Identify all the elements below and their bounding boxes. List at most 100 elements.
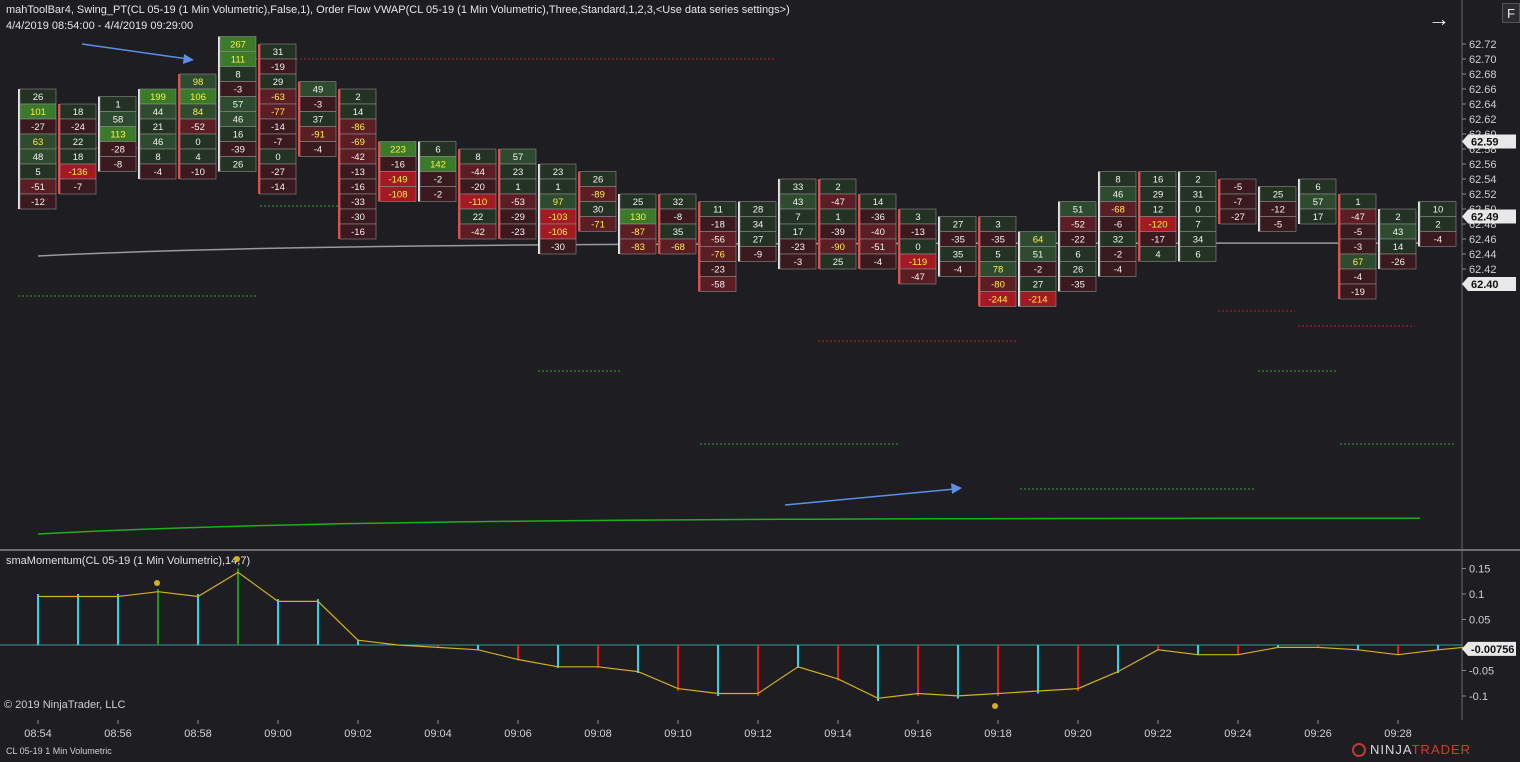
footprint-cell-value: 5 [35, 167, 40, 178]
footprint-cell-value: -110 [469, 197, 487, 208]
footprint-cell-value: 34 [1193, 235, 1204, 246]
footprint-cell-value: 25 [833, 257, 844, 268]
footprint-cell-value: 113 [110, 130, 125, 141]
footprint-cell-value: -40 [871, 227, 885, 238]
footprint-cell [379, 186, 417, 202]
momentum-tick-label: 0.15 [1469, 564, 1490, 576]
footprint-bar[interactable]: 57 23 1 -53 -29 -23 [498, 148, 537, 240]
footprint-bar[interactable]: 6 142 -2 -2 [418, 141, 457, 202]
footprint-bar[interactable]: 2 31 0 7 34 6 [1178, 171, 1217, 262]
bar-candle-body [618, 194, 621, 254]
f-button[interactable]: F [1502, 3, 1520, 23]
footprint-cell-value: -10 [191, 167, 205, 178]
footprint-bar[interactable]: 14 -36 -40 -51 -4 [858, 193, 897, 270]
footprint-bar[interactable]: 199 44 21 46 8 -4 [138, 88, 177, 180]
footprint-bar[interactable]: 2 -47 1 -39 -90 25 [818, 178, 857, 270]
bar-candle-body [538, 164, 541, 254]
footprint-cell [59, 178, 97, 195]
footprint-cell-value: -89 [591, 190, 605, 201]
footprint-cell-value: -106 [548, 227, 567, 238]
footprint-bar[interactable]: 27 -35 35 -4 [938, 216, 977, 277]
time-tick-label: 08:54 [24, 728, 52, 740]
footprint-cell-value: 33 [793, 182, 804, 193]
footprint-cell-value: 43 [793, 197, 804, 208]
footprint-bar[interactable]: 3 -35 5 78 -80 -244 [978, 216, 1017, 307]
footprint-cell-value: -47 [831, 197, 845, 208]
footprint-cell-value: 1 [555, 182, 560, 193]
footprint-cell-value: -19 [271, 62, 285, 73]
arrow-right-icon[interactable]: → [1428, 6, 1450, 31]
footprint-bar[interactable]: 16 29 12 -120 -17 4 [1138, 171, 1177, 262]
footprint-bar[interactable]: 10 2 -4 [1418, 201, 1457, 247]
footprint-cell-value: -51 [31, 182, 45, 193]
footprint-cell-value: -35 [991, 235, 1005, 246]
footprint-cell-value: 0 [195, 137, 200, 148]
footprint-cell-value: 6 [1075, 250, 1080, 261]
footprint-bar[interactable]: 64 51 -2 27 -214 [1018, 231, 1057, 307]
indicator-list-header: mahToolBar4, Swing_PT(CL 05-19 (1 Min Vo… [6, 4, 790, 16]
footprint-bar[interactable]: 2 43 14 -26 [1378, 208, 1417, 270]
footprint-bar[interactable]: -5 -7 -27 [1218, 178, 1257, 225]
footprint-cell-value: -14 [271, 182, 285, 193]
footprint-bar[interactable]: 3 -13 0 -119 -47 [898, 208, 937, 285]
footprint-cell-value: -80 [991, 280, 1005, 291]
time-tick-label: 09:18 [984, 728, 1012, 740]
time-tick-label: 09:26 [1304, 728, 1332, 740]
footprint-bar[interactable]: 49 -3 37 -91 -4 [298, 81, 337, 157]
footprint-cell-value: -27 [1231, 212, 1245, 223]
footprint-cell-value: -4 [874, 257, 882, 268]
footprint-cell-value: 32 [673, 197, 684, 208]
footprint-bar[interactable]: 33 43 7 17 -23 -3 [778, 178, 817, 270]
footprint-cell-value: -69 [351, 137, 365, 148]
logo-icon [1352, 743, 1366, 757]
annotation-arrow-top [81, 43, 189, 60]
footprint-bar[interactable]: 8 46 -68 -6 32 -2 -4 [1098, 171, 1137, 277]
bar-candle-body [98, 96, 101, 172]
footprint-bar[interactable]: 1 58 113 -28 -8 [98, 96, 137, 172]
footprint-cell-value: -23 [511, 227, 525, 238]
footprint-cell-value: 4 [1155, 250, 1160, 261]
bar-candle-body [58, 104, 61, 194]
footprint-cell-value: -23 [711, 265, 725, 276]
footprint-bar[interactable]: 32 -8 35 -68 [658, 193, 697, 255]
footprint-cell-value: -42 [351, 152, 365, 163]
footprint-bar[interactable]: 2 14 -86 -69 -42 -13 -16 -33 -30 -16 [338, 88, 377, 240]
time-tick-label: 09:00 [264, 728, 292, 740]
bar-candle-body [298, 81, 301, 157]
bar-candle-body [1298, 179, 1301, 224]
footprint-bar[interactable]: 6 57 17 [1298, 178, 1337, 225]
footprint-cell-value: -56 [711, 235, 725, 246]
footprint-bar[interactable]: 223 -16 -149 -108 [378, 141, 417, 202]
time-tick-label: 09:10 [664, 728, 692, 740]
footprint-cell-value: -77 [271, 107, 285, 118]
footprint-cell-value: -68 [671, 242, 685, 253]
footprint-cell-value: 22 [473, 212, 484, 223]
footprint-cell-value: 64 [1033, 235, 1044, 246]
time-tick-label: 08:56 [104, 728, 132, 740]
footprint-bar[interactable]: 267 111 8 -3 57 46 16 -39 26 [218, 36, 257, 172]
footprint-bar[interactable]: 51 -52 -22 6 26 -35 [1058, 201, 1097, 292]
footprint-bar[interactable]: 1 -47 -5 -3 67 -4 -19 [1338, 193, 1377, 300]
footprint-cell-value: -33 [351, 197, 365, 208]
footprint-bar[interactable]: 18 -24 22 18 -136 -7 [58, 103, 97, 195]
footprint-bar[interactable]: 25 -12 -5 [1258, 186, 1297, 232]
footprint-cell-value: 1 [1355, 197, 1360, 208]
footprint-cell-value: -3 [1354, 242, 1362, 253]
footprint-bar[interactable]: 26 101 -27 63 48 5 -51 -12 [18, 88, 57, 210]
footprint-cell-value: 223 [390, 145, 406, 156]
bar-candle-body [138, 89, 141, 179]
lower-band-line [37, 517, 1420, 535]
footprint-cell [19, 193, 57, 210]
footprint-bar[interactable]: 31 -19 29 -63 -77 -14 -7 0 -27 -14 [258, 43, 297, 195]
footprint-bar[interactable]: 11 -18 -56 -76 -23 -58 [698, 201, 737, 292]
footprint-cell-value: 27 [753, 235, 764, 246]
footprint-bar[interactable]: 26 -89 30 -71 [578, 171, 617, 232]
footprint-bar[interactable]: 25 130 -87 -83 [618, 193, 657, 255]
swing-dot-icon [154, 580, 160, 586]
footprint-bar[interactable]: 28 34 27 -9 [738, 201, 777, 262]
footprint-bar[interactable]: 98 106 84 -52 0 4 -10 [178, 73, 217, 180]
footprint-bar[interactable]: 23 1 97 -103 -106 -30 [538, 163, 577, 255]
footprint-bar[interactable]: 8 -44 -20 -110 22 -42 [458, 148, 497, 240]
bar-candle-body [1218, 179, 1221, 224]
